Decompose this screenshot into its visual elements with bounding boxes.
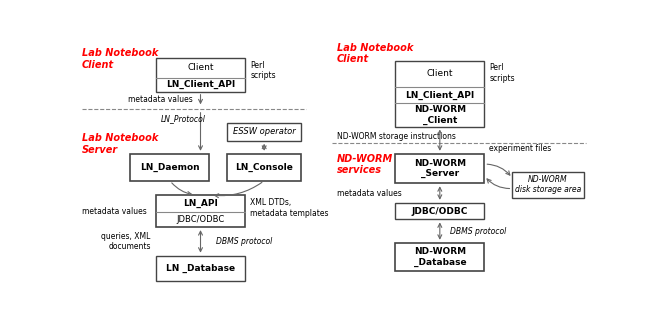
Text: queries, XML
documents: queries, XML documents (101, 232, 151, 251)
Text: metadata values: metadata values (82, 207, 147, 216)
Text: ND-WORM
services: ND-WORM services (337, 154, 393, 175)
Text: LN_Console: LN_Console (235, 163, 293, 172)
Bar (131, 154, 210, 181)
Text: ND-WORM
_Client: ND-WORM _Client (414, 105, 466, 125)
Text: ND-WORM
_Server: ND-WORM _Server (414, 159, 466, 178)
Text: Lab Notebook
Server: Lab Notebook Server (82, 133, 158, 155)
Text: Client: Client (187, 63, 214, 72)
Bar (512, 172, 583, 198)
Text: LN_Protocol: LN_Protocol (161, 114, 206, 123)
Bar (396, 243, 484, 271)
Bar (156, 195, 245, 227)
Text: Perl
scripts: Perl scripts (250, 61, 276, 80)
Text: ND-WORM
disk storage area: ND-WORM disk storage area (515, 175, 581, 194)
Text: LN_API: LN_API (183, 199, 218, 208)
Bar (227, 123, 301, 141)
Text: JDBC/ODBC: JDBC/ODBC (176, 215, 225, 224)
Bar (396, 203, 484, 219)
Text: DBMS protocol: DBMS protocol (450, 226, 507, 236)
Text: LN_Client_API: LN_Client_API (166, 80, 235, 89)
Text: XML DTDs,
metadata templates: XML DTDs, metadata templates (250, 198, 328, 217)
Text: JDBC/ODBC: JDBC/ODBC (412, 207, 468, 216)
Bar (156, 58, 245, 92)
Text: ND-WORM
_Database: ND-WORM _Database (413, 247, 466, 267)
Bar (156, 256, 245, 281)
Bar (227, 154, 301, 181)
Text: Lab Notebook
Client: Lab Notebook Client (82, 48, 158, 70)
Text: metadata values: metadata values (337, 189, 401, 198)
Text: Perl
scripts: Perl scripts (489, 63, 515, 83)
Text: Lab Notebook
Client: Lab Notebook Client (337, 43, 413, 64)
Bar (396, 61, 484, 127)
Text: LN_Daemon: LN_Daemon (140, 163, 200, 172)
Bar (396, 154, 484, 183)
Text: DBMS protocol: DBMS protocol (215, 237, 272, 246)
Text: experiment files: experiment files (489, 144, 552, 153)
Text: metadata values: metadata values (128, 95, 193, 104)
Text: LN_Client_API: LN_Client_API (405, 90, 474, 99)
Text: LN _Database: LN _Database (166, 264, 235, 273)
Text: Client: Client (426, 69, 453, 78)
Text: ND-WORM storage instructions: ND-WORM storage instructions (337, 132, 455, 141)
Text: ESSW operator: ESSW operator (233, 127, 296, 136)
